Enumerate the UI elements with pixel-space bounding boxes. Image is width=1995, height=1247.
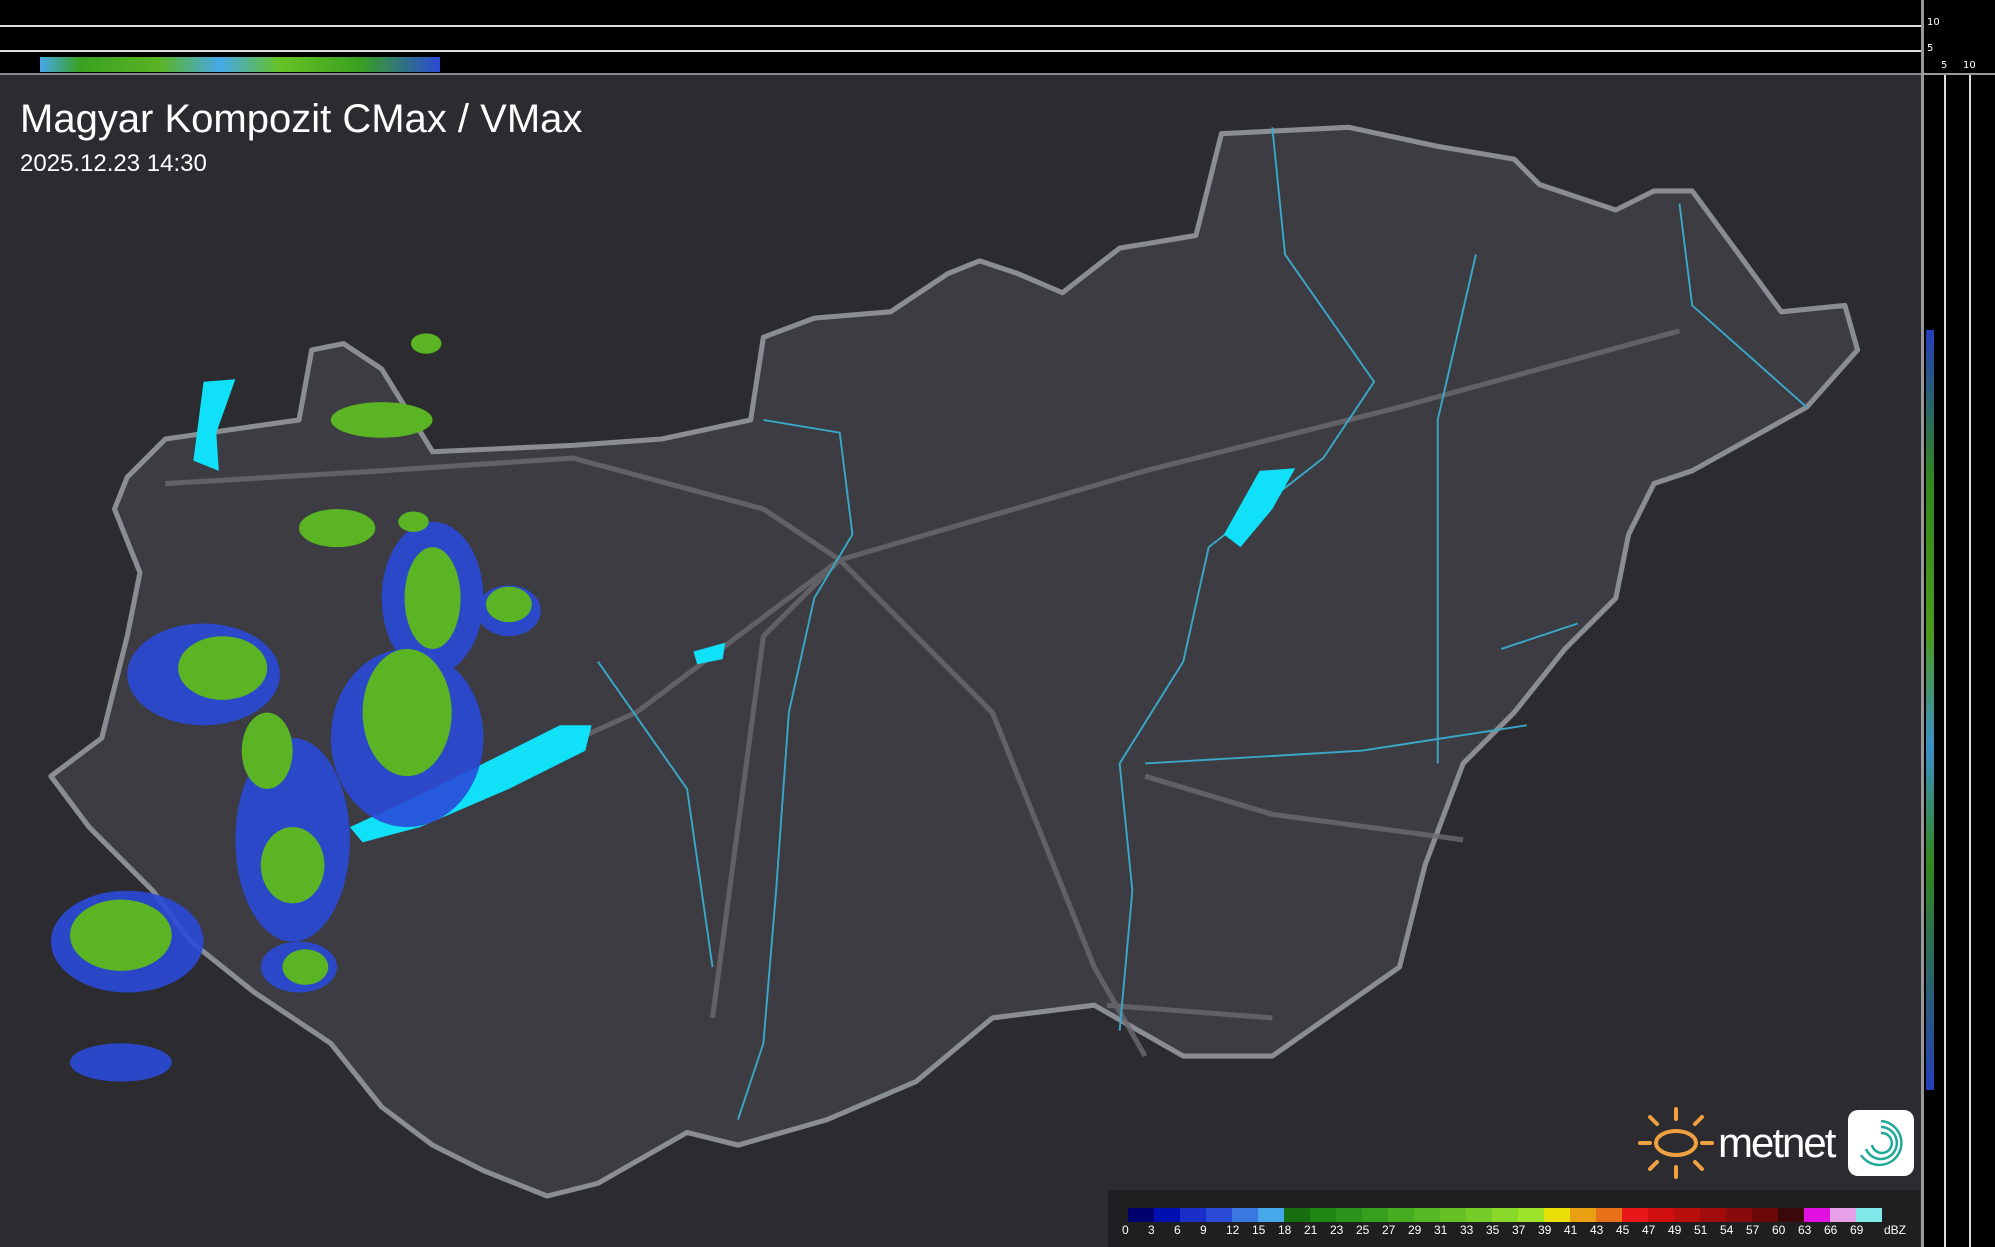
legend-label: 27 <box>1382 1223 1396 1237</box>
legend-swatch <box>1128 1208 1154 1222</box>
legend-swatch <box>1492 1208 1518 1222</box>
legend-label: 31 <box>1434 1223 1448 1237</box>
gridline-5 <box>1944 73 1946 1247</box>
app-icon <box>1848 1110 1915 1176</box>
gridline-5 <box>0 50 1921 52</box>
hungary-outline <box>48 124 1861 1199</box>
vertical-profile-side: 10 5 5 10 <box>1921 0 1995 1247</box>
legend-label: 25 <box>1356 1223 1370 1237</box>
legend-color-bar <box>1128 1208 1882 1222</box>
legend-label: 33 <box>1460 1223 1474 1237</box>
legend-label: 9 <box>1200 1223 1207 1237</box>
tick-label: 5 <box>1941 60 1948 71</box>
legend-label: 69 <box>1850 1223 1864 1237</box>
legend-swatch <box>1154 1208 1180 1222</box>
legend-swatch <box>1700 1208 1726 1222</box>
vertical-profile-top <box>0 0 1921 75</box>
legend-swatch <box>1518 1208 1544 1222</box>
legend-unit: dBZ <box>1884 1223 1907 1237</box>
legend-swatch <box>1674 1208 1700 1222</box>
legend-swatch <box>1570 1208 1596 1222</box>
legend-label: 18 <box>1278 1223 1292 1237</box>
tick-label: 10 <box>1927 17 1940 28</box>
legend-swatch <box>1206 1208 1232 1222</box>
legend-swatch <box>1310 1208 1336 1222</box>
legend-label: 45 <box>1616 1223 1630 1237</box>
legend-label: 35 <box>1486 1223 1500 1237</box>
swirl-icon <box>1860 1119 1903 1167</box>
legend-swatch <box>1284 1208 1310 1222</box>
page-title: Magyar Kompozit CMax / VMax <box>20 97 583 141</box>
gridline-10 <box>1969 73 1971 1247</box>
legend-swatch <box>1388 1208 1414 1222</box>
legend-swatch <box>1648 1208 1674 1222</box>
legend-labels: 0 3 6 9 12 15 18 21 23 25 27 29 31 33 35 37 39 41 43 45 47 49… <box>1122 1223 1876 1237</box>
legend-swatch <box>1336 1208 1362 1222</box>
legend-swatch <box>1596 1208 1622 1222</box>
legend-label: 41 <box>1564 1223 1578 1237</box>
metnet-logo: metnet <box>1638 1105 1915 1181</box>
legend-swatch <box>1258 1208 1284 1222</box>
legend-swatch <box>1622 1208 1648 1222</box>
gridline-10 <box>0 25 1921 27</box>
legend-label: 63 <box>1798 1223 1812 1237</box>
roads <box>165 328 1681 1058</box>
legend-label: 29 <box>1408 1223 1422 1237</box>
legend-swatch <box>1440 1208 1466 1222</box>
brand-name: metnet <box>1718 1119 1836 1166</box>
legend-swatch <box>1544 1208 1570 1222</box>
legend-label: 60 <box>1772 1223 1786 1237</box>
legend-label: 0 <box>1122 1223 1129 1237</box>
legend-label: 21 <box>1304 1223 1318 1237</box>
legend-swatch <box>1362 1208 1388 1222</box>
radar-echoes <box>50 333 541 1082</box>
legend-swatch <box>1856 1208 1882 1222</box>
lake-tisza <box>1223 468 1296 548</box>
legend-label: 39 <box>1538 1223 1552 1237</box>
profile-echo-strip <box>40 57 440 72</box>
radar-map[interactable] <box>0 75 1921 1247</box>
legend-label: 51 <box>1694 1223 1708 1237</box>
legend-label: 57 <box>1746 1223 1760 1237</box>
lake-neusiedl <box>193 379 236 471</box>
legend-label: 49 <box>1668 1223 1682 1237</box>
tick-label: 10 <box>1963 60 1976 71</box>
tick-label: 5 <box>1927 43 1934 54</box>
timestamp: 2025.12.23 14:30 <box>20 150 207 177</box>
legend-swatch <box>1778 1208 1804 1222</box>
legend-label: 54 <box>1720 1223 1734 1237</box>
profile-echo-strip <box>1926 330 1934 1090</box>
legend-label: 3 <box>1148 1223 1155 1237</box>
legend-swatch <box>1414 1208 1440 1222</box>
legend-swatch <box>1466 1208 1492 1222</box>
lake-velence <box>693 642 726 665</box>
legend-swatch <box>1232 1208 1258 1222</box>
sun-icon <box>1638 1107 1714 1179</box>
legend-swatch <box>1752 1208 1778 1222</box>
legend-label: 12 <box>1226 1223 1240 1237</box>
legend-label: 37 <box>1512 1223 1526 1237</box>
rivers <box>597 127 1808 1121</box>
dbz-color-legend: 0 3 6 9 12 15 18 21 23 25 27 29 31 33 35 37 39 41 43 45 47 49… <box>1108 1190 1920 1247</box>
legend-label: 47 <box>1642 1223 1656 1237</box>
legend-swatch <box>1830 1208 1856 1222</box>
legend-swatch <box>1180 1208 1206 1222</box>
legend-label: 43 <box>1590 1223 1604 1237</box>
legend-label: 23 <box>1330 1223 1344 1237</box>
legend-swatch <box>1726 1208 1752 1222</box>
legend-label: 6 <box>1174 1223 1181 1237</box>
legend-label: 66 <box>1824 1223 1838 1237</box>
legend-label: 15 <box>1252 1223 1266 1237</box>
legend-swatch <box>1804 1208 1830 1222</box>
